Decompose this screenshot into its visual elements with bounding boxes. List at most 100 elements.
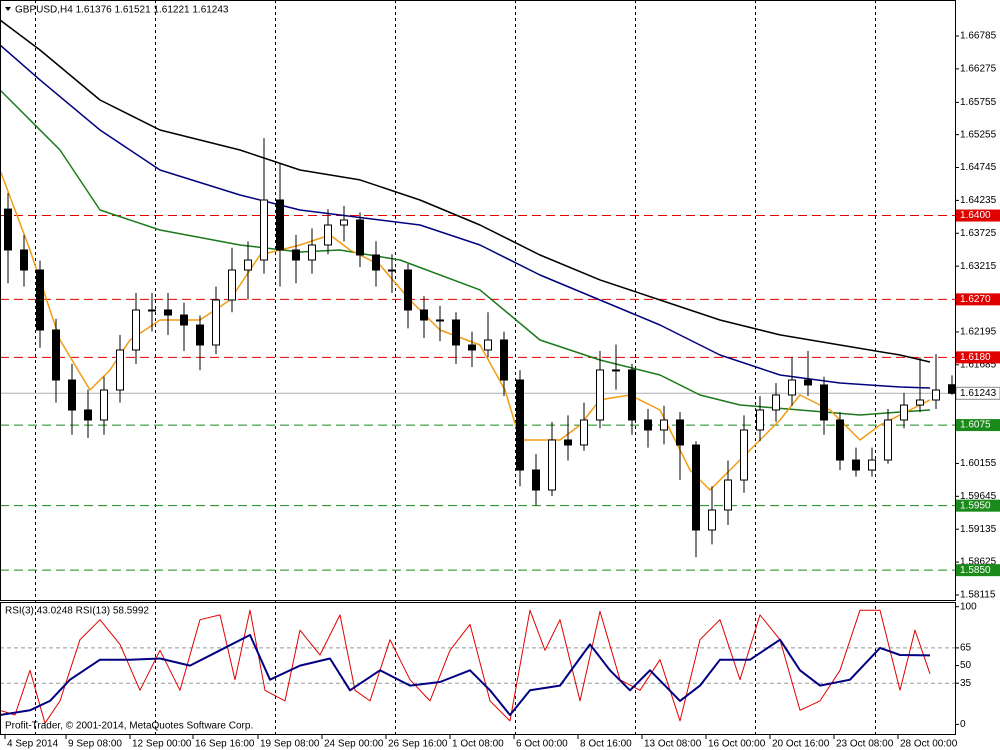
rsi-title: RSI(3) 43.0248 RSI(13) 58.5992 bbox=[5, 606, 149, 617]
candle-body bbox=[164, 309, 172, 316]
candle-body bbox=[836, 419, 844, 461]
moving-average bbox=[0, 169, 931, 491]
x-tick-label: 20 Oct 16:00 bbox=[772, 739, 830, 750]
x-tick-label: 13 Oct 08:00 bbox=[644, 739, 702, 750]
x-tick-label: 1 Oct 08:00 bbox=[452, 739, 504, 750]
candle-body bbox=[948, 384, 956, 394]
candle-body bbox=[436, 319, 444, 322]
candle-body bbox=[308, 244, 316, 261]
candle-body bbox=[868, 459, 876, 471]
candle-body bbox=[132, 309, 140, 351]
candle-body bbox=[596, 369, 604, 421]
candle-body bbox=[580, 419, 588, 446]
candle-body bbox=[452, 319, 460, 346]
y-tick-label: 1.58625 bbox=[960, 557, 997, 568]
y-tick-label: 1.63215 bbox=[960, 261, 997, 272]
candle-body bbox=[100, 389, 108, 421]
candle-body bbox=[852, 459, 860, 471]
level-label: 1.6400 bbox=[960, 210, 991, 221]
y-tick-label: 0 bbox=[960, 719, 966, 730]
moving-average bbox=[0, 19, 931, 363]
y-tick-label: 35 bbox=[960, 678, 972, 689]
candle-body bbox=[900, 404, 908, 421]
candle-body bbox=[148, 309, 156, 312]
candle-body bbox=[20, 249, 28, 271]
y-tick-label: 1.65255 bbox=[960, 129, 997, 140]
candle-body bbox=[484, 339, 492, 351]
y-tick-label: 1.65755 bbox=[960, 97, 997, 108]
x-tick-label: 28 Oct 00:00 bbox=[900, 739, 958, 750]
candle-body bbox=[692, 444, 700, 531]
candle-body bbox=[244, 259, 252, 271]
rsi-line bbox=[0, 609, 931, 724]
y-tick-label: 1.59645 bbox=[960, 491, 997, 502]
y-tick-label: 1.64235 bbox=[960, 195, 997, 206]
candle-body bbox=[404, 269, 412, 311]
candle-body bbox=[916, 399, 924, 406]
x-tick-label: 6 Oct 00:00 bbox=[516, 739, 568, 750]
y-tick-label: 50 bbox=[960, 660, 972, 671]
candle-body bbox=[4, 208, 12, 251]
y-tick-label: 1.62195 bbox=[960, 327, 997, 338]
x-tick-label: 12 Sep 00:00 bbox=[132, 739, 192, 750]
candle-body bbox=[420, 309, 428, 321]
plot-layer: 1.66785 1.66275 1.65755 1.65255 1.64745 1.642… bbox=[0, 19, 1000, 750]
candle-body bbox=[68, 379, 76, 411]
moving-average bbox=[0, 89, 931, 416]
rsi-line bbox=[0, 634, 931, 716]
candle-body bbox=[628, 369, 636, 421]
y-tick-label: 1.58115 bbox=[960, 590, 996, 601]
chart-title: GBPUSD,H4 1.61376 1.61521 1.61221 1.6124… bbox=[15, 5, 229, 16]
level-label-box bbox=[956, 293, 1000, 306]
y-tick-label: 1.63725 bbox=[960, 228, 997, 239]
candle-body bbox=[356, 219, 364, 256]
moving-average bbox=[0, 44, 931, 389]
candle-body bbox=[228, 269, 236, 301]
frames bbox=[0, 0, 956, 735]
candle-body bbox=[516, 379, 524, 471]
candle-body bbox=[820, 384, 828, 421]
candle-body bbox=[52, 329, 60, 381]
candle-body bbox=[804, 379, 812, 386]
candle-body bbox=[612, 369, 620, 372]
x-tick-label: 16 Oct 00:00 bbox=[708, 739, 766, 750]
copyright: Profit-Trader, © 2001-2014, MetaQuotes S… bbox=[5, 721, 253, 732]
y-tick-label: 1.60155 bbox=[960, 458, 997, 469]
rsi-frame bbox=[0, 602, 956, 735]
y-tick-label: 100 bbox=[960, 601, 977, 612]
candle-body bbox=[324, 224, 332, 246]
y-tick-label: 65 bbox=[960, 643, 972, 654]
time-separators bbox=[35, 0, 876, 735]
candle-body bbox=[676, 419, 684, 446]
candle-body bbox=[772, 394, 780, 411]
level-label-box bbox=[956, 499, 1000, 512]
candle-body bbox=[532, 469, 540, 491]
candle-body bbox=[388, 269, 396, 272]
y-tick-label: 1.66785 bbox=[960, 31, 997, 42]
y-tick-label: 1.64745 bbox=[960, 162, 997, 173]
y-tick-label: 1.66275 bbox=[960, 63, 997, 74]
candle-body bbox=[84, 409, 92, 421]
candle-body bbox=[500, 339, 508, 381]
x-tick-label: 16 Sep 16:00 bbox=[195, 739, 255, 750]
x-tick-label: 19 Sep 08:00 bbox=[260, 739, 320, 750]
level-label-box bbox=[956, 419, 1000, 432]
candle-body bbox=[340, 219, 348, 226]
candle-body bbox=[36, 269, 44, 331]
candle-body bbox=[644, 419, 652, 431]
level-label: 1.6270 bbox=[960, 294, 991, 305]
candle-body bbox=[564, 439, 572, 446]
candle-body bbox=[196, 324, 204, 346]
candle-body bbox=[212, 299, 220, 346]
candle-body bbox=[260, 199, 268, 261]
candle-body bbox=[740, 429, 748, 481]
candle-body bbox=[788, 379, 796, 396]
x-tick-label: 9 Sep 08:00 bbox=[68, 739, 122, 750]
x-tick-label: 4 Sep 2014 bbox=[7, 739, 59, 750]
candle-body bbox=[180, 314, 188, 326]
candle-body bbox=[932, 389, 940, 401]
candle-body bbox=[548, 439, 556, 491]
candle-body bbox=[116, 349, 124, 391]
candle-body bbox=[884, 419, 892, 461]
